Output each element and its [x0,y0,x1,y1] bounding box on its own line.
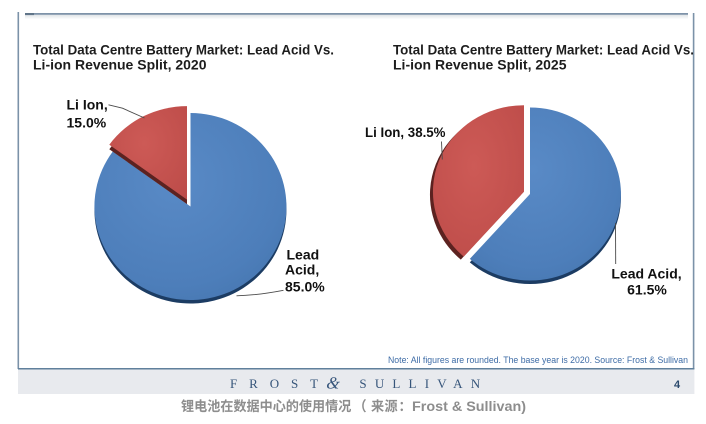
svg-text:Total Data Centre Battery Mark: Total Data Centre Battery Market: Lead A… [33,42,334,58]
svg-text:SULLIVAN: SULLIVAN [359,376,488,391]
svg-text:Li-ion Revenue Split, 2020: Li-ion Revenue Split, 2020 [33,57,207,73]
svg-text:Note: All figures are rounded.: Note: All figures are rounded. The base … [388,355,688,365]
svg-text:Lead Acid,: Lead Acid, [611,265,681,281]
svg-text:61.5%: 61.5% [627,281,667,297]
svg-text:Lead: Lead [287,247,320,263]
svg-text:Acid,: Acid, [285,262,319,278]
svg-text:&: & [325,373,342,392]
svg-text:15.0%: 15.0% [67,114,107,130]
svg-text:Frost & Sullivan): Frost & Sullivan) [412,399,526,414]
svg-text:Total Data Centre Battery Mark: Total Data Centre Battery Market: Lead A… [393,42,694,58]
svg-text:4: 4 [674,379,681,391]
svg-text:Li Ion,: Li Ion, [67,96,108,112]
svg-text:85.0%: 85.0% [285,278,325,294]
svg-text:Li Ion, 38.5%: Li Ion, 38.5% [365,124,446,140]
svg-text:Li-ion Revenue Split, 2025: Li-ion Revenue Split, 2025 [393,57,567,73]
svg-text:FROST: FROST [230,376,330,391]
